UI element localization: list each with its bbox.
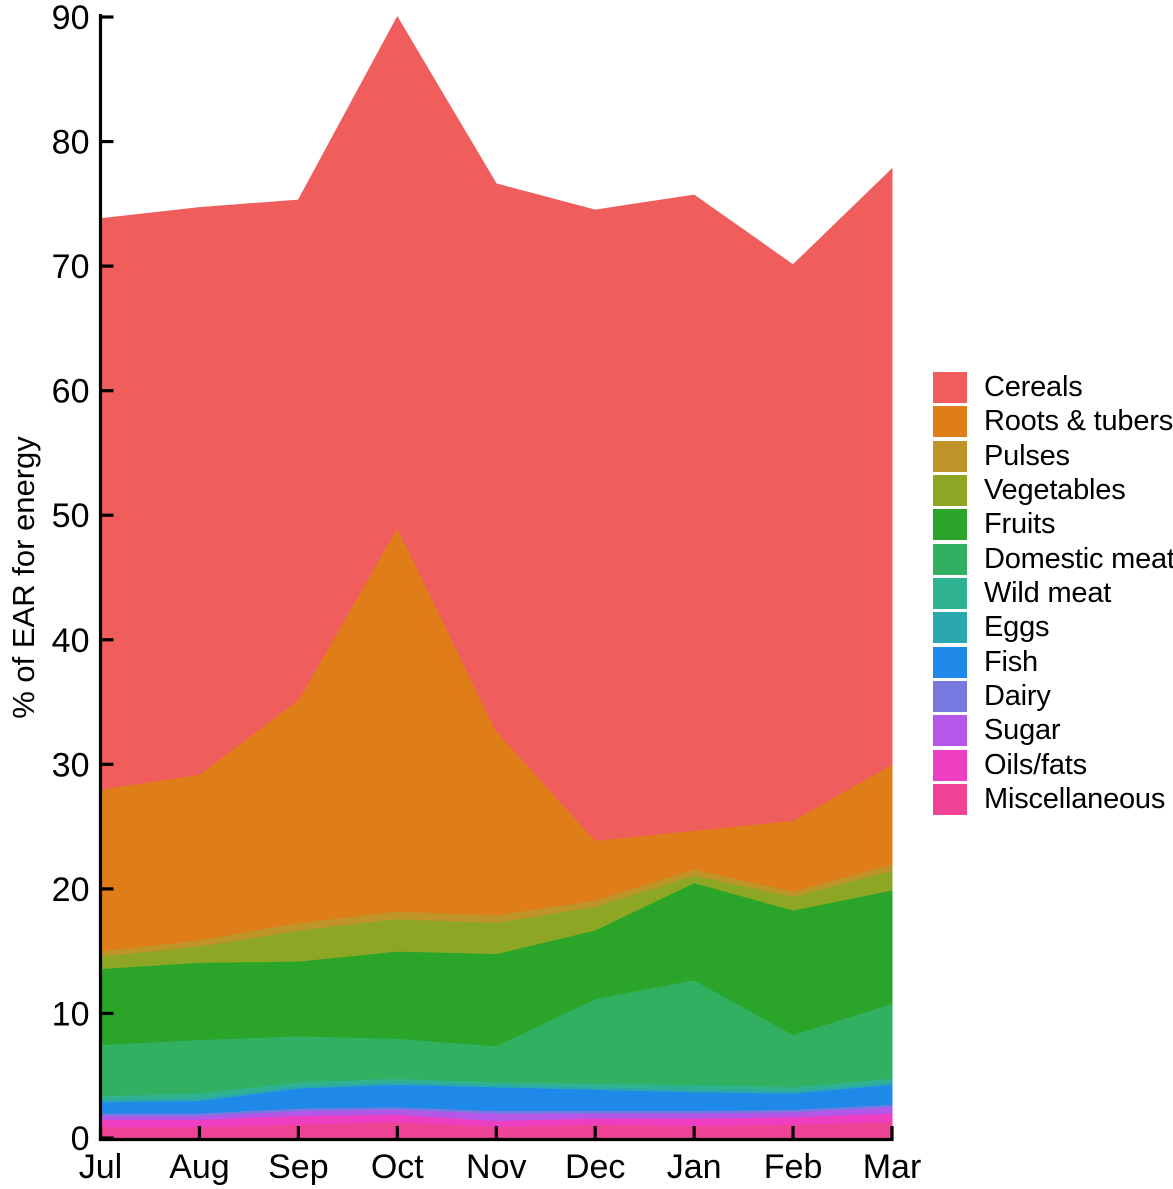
x-tick-label: Aug: [169, 1148, 230, 1186]
x-tick-label: Nov: [466, 1148, 526, 1186]
y-tick-label: 50: [52, 497, 90, 535]
x-tick-label: Sep: [268, 1148, 329, 1186]
y-tick-label: 30: [52, 746, 90, 784]
x-tick-label: Jul: [79, 1148, 122, 1186]
y-tick-label: 10: [52, 995, 90, 1033]
y-tick-label: 90: [52, 0, 90, 37]
x-tick-label: Mar: [863, 1148, 922, 1186]
x-tick-label: Dec: [565, 1148, 625, 1186]
x-tick-label: Feb: [764, 1148, 823, 1186]
y-tick-label: 0: [71, 1120, 90, 1158]
y-tick-label: 80: [52, 124, 90, 162]
x-tick-group: Jul Aug Sep Oct Nov Dec Jan Feb Mar: [79, 1126, 922, 1186]
y-tick-label: 20: [52, 871, 90, 909]
area-cereals: [100, 15, 893, 841]
y-tick-label: 60: [52, 373, 90, 411]
x-tick-label: Jan: [667, 1148, 722, 1186]
y-axis-title: % of EAR for energy: [6, 436, 41, 719]
x-tick-label: Oct: [371, 1148, 424, 1186]
area-series-group: [100, 15, 893, 1139]
y-tick-label: 40: [52, 622, 90, 660]
y-tick-group: 0 10 20 30 40 50 60 70 80 90: [52, 0, 114, 1158]
y-tick-label: 70: [52, 248, 90, 286]
